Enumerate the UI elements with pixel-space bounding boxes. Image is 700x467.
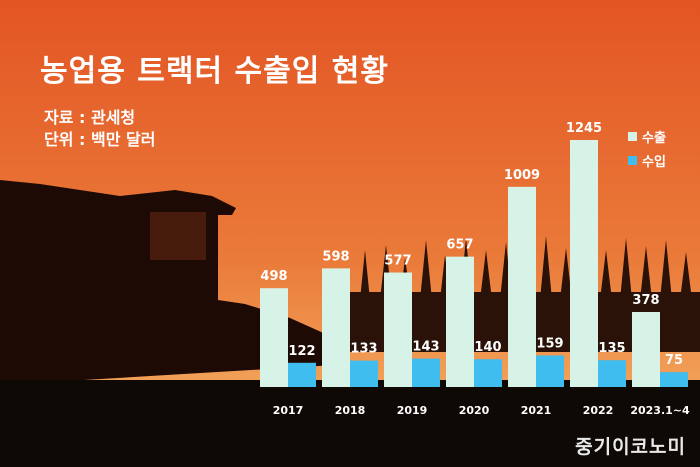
category-label-4: 2021 <box>521 404 552 417</box>
unit-text: 단위 : 백만 달러 <box>44 130 156 149</box>
category-label-1: 2018 <box>335 404 366 417</box>
data-label-export-6: 378 <box>632 293 659 308</box>
data-label-import-2: 143 <box>412 340 439 355</box>
category-label-2: 2019 <box>397 404 428 417</box>
publisher-logo: 중기이코노미 <box>575 436 686 458</box>
chart-title: 농업용 트랙터 수출입 현황 <box>40 54 389 89</box>
data-label-export-3: 657 <box>446 238 473 253</box>
data-label-import-4: 159 <box>536 336 563 351</box>
data-label-import-5: 135 <box>598 341 625 356</box>
category-label-3: 2020 <box>459 404 490 417</box>
data-label-import-6: 75 <box>665 353 683 368</box>
source-text: 자료 : 관세청 <box>44 108 136 127</box>
data-label-export-0: 498 <box>260 269 287 284</box>
bar-import-5 <box>598 360 626 387</box>
bar-export-0 <box>260 288 288 387</box>
harvester-silhouette <box>0 180 345 385</box>
bar-export-5 <box>570 140 598 387</box>
legend-swatch-import <box>628 155 637 165</box>
chart-legend: 수출 수입 <box>628 124 666 172</box>
data-label-import-3: 140 <box>474 340 501 355</box>
category-label-0: 2017 <box>273 404 304 417</box>
data-label-export-2: 577 <box>384 254 411 269</box>
data-label-export-4: 1009 <box>504 168 540 183</box>
data-label-import-1: 133 <box>350 342 377 357</box>
bar-export-4 <box>508 186 536 387</box>
bar-import-0 <box>288 362 316 387</box>
bar-import-6 <box>660 372 688 387</box>
legend-swatch-export <box>628 131 637 141</box>
legend-label-export: 수출 <box>642 130 666 146</box>
legend-label-import: 수입 <box>642 154 666 170</box>
legend-item-export: 수출 <box>628 124 666 148</box>
bar-export-6 <box>632 312 660 387</box>
bar-import-4 <box>536 355 564 387</box>
bar-export-3 <box>446 256 474 387</box>
category-label-5: 2022 <box>583 404 614 417</box>
ground <box>0 380 700 467</box>
bar-import-2 <box>412 358 440 387</box>
bar-import-3 <box>474 359 502 387</box>
data-label-export-5: 1245 <box>566 121 602 136</box>
bar-export-2 <box>384 272 412 387</box>
data-label-export-1: 598 <box>322 249 349 264</box>
bar-export-1 <box>322 268 350 387</box>
category-label-6: 2023.1~4 <box>630 404 690 417</box>
data-label-import-0: 122 <box>288 344 315 359</box>
legend-item-import: 수입 <box>628 148 666 172</box>
bar-import-1 <box>350 360 378 387</box>
